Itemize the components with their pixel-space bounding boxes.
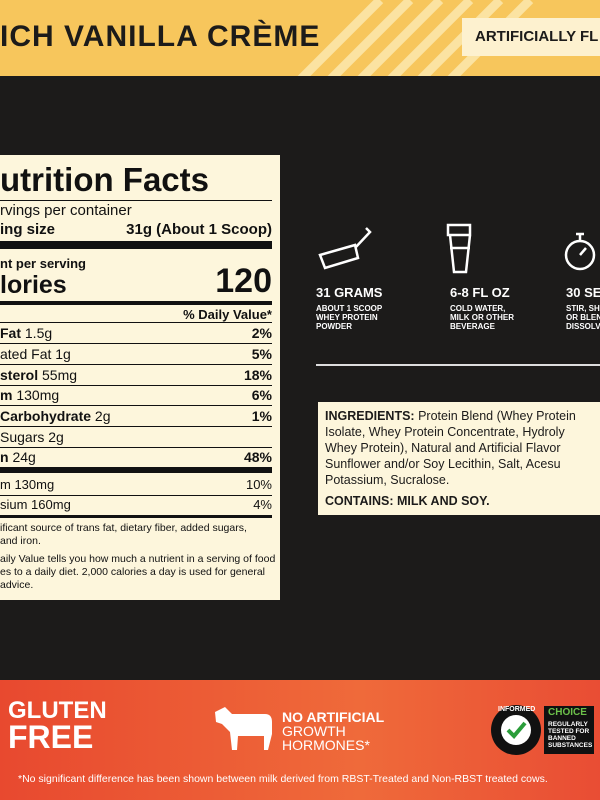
rule — [0, 241, 272, 249]
rule — [0, 385, 272, 386]
rule — [0, 447, 272, 448]
rule — [0, 405, 272, 406]
amount: 24g — [12, 449, 36, 465]
footnote-line: and iron. — [0, 535, 41, 547]
step-title: 31 GRAMS — [316, 285, 383, 300]
ingredients-line: INGREDIENTS: Protein Blend (Whey Protein — [325, 409, 576, 423]
rule — [0, 322, 272, 323]
nutrient: sium 160mg — [0, 497, 71, 512]
daily-value: 48% — [243, 449, 272, 465]
nutrient-name: Carbohydrate 2g — [0, 408, 111, 424]
rule — [0, 200, 272, 201]
step-title: 30 SE — [566, 285, 600, 300]
daily-value: 4% — [253, 497, 272, 512]
rule — [0, 426, 272, 427]
divider — [316, 364, 600, 366]
ingredients-line: Isolate, Whey Protein Concentrate, Hydro… — [325, 425, 565, 439]
ingredients-line: Potassium, Sucralose. — [325, 473, 450, 487]
step-text: COLD WATER, MILK OR OTHER BEVERAGE — [450, 304, 514, 331]
footnote-line: es to a daily diet. 2,000 calories a day… — [0, 566, 265, 578]
daily-value: 6% — [251, 387, 272, 403]
rule — [0, 495, 272, 496]
nutrient: n — [0, 449, 9, 465]
rule — [0, 301, 272, 305]
step-text: ABOUT 1 SCOOP WHEY PROTEIN POWDER — [316, 304, 383, 331]
daily-value: 10% — [245, 477, 272, 492]
amount: 130mg — [16, 387, 60, 403]
cow-icon — [215, 707, 272, 750]
daily-value: 5% — [251, 346, 272, 362]
choice-box — [544, 706, 594, 754]
choice: CHOICE — [548, 707, 587, 718]
step-title: 6-8 FL OZ — [450, 285, 510, 300]
daily-value: 2% — [251, 325, 272, 341]
daily-value: 18% — [243, 367, 272, 383]
ingredients-box — [318, 402, 600, 515]
nutrient-name: Fat 1.5g — [0, 325, 52, 341]
nutrient: m — [0, 387, 13, 403]
footnote-1: ificant source of trans fat, dietary fib… — [0, 522, 247, 548]
amount: 2g — [94, 408, 111, 424]
footnote-line: ificant source of trans fat, dietary fib… — [0, 522, 247, 534]
ingredients-line: Whey Protein), Natural and Artificial Fl… — [325, 441, 561, 455]
nutrient: Carbohydrate — [0, 408, 92, 424]
step-text: STIR, SH OR BLEN DISSOLV — [566, 304, 600, 331]
gluten-free: GLUTEN FREE — [8, 697, 107, 755]
footnote-line: advice. — [0, 579, 34, 591]
rule — [0, 364, 272, 365]
daily-value: 1% — [251, 408, 272, 424]
nutrient: Sugars 2g — [0, 429, 64, 445]
nutrient-name: sterol 55mg — [0, 367, 77, 383]
footnote-2: aily Value tells you how much a nutrient… — [0, 553, 275, 592]
amount: 1.5g — [24, 325, 53, 341]
nutrient-name: sium 160mg — [0, 497, 71, 512]
amount-per-serving: nt per serving — [0, 256, 86, 271]
no-hormones: NO ARTIFICIAL GROWTH HORMONES* — [282, 709, 385, 753]
amount: 55mg — [42, 367, 78, 383]
serving-size-label: ing size — [0, 221, 56, 238]
footnote: *No significant difference has been show… — [18, 773, 548, 785]
calories-label: lories — [0, 271, 67, 299]
nutrient: Fat — [0, 325, 21, 341]
informed-badge — [491, 705, 541, 755]
nf-title: utrition Facts — [0, 161, 210, 198]
top-band: ICH VANILLA CRÈME ARTIFICIALLY FL — [0, 0, 600, 76]
nutrient: m 130mg — [0, 477, 55, 492]
serving-size: 31g (About 1 Scoop) — [126, 221, 272, 238]
nutrient: sterol — [0, 367, 39, 383]
rule — [0, 467, 272, 473]
icons — [318, 223, 596, 274]
daily-value-header: % Daily Value* — [183, 307, 272, 322]
nutrient-name: Sugars 2g — [0, 429, 64, 445]
label-box — [462, 18, 600, 56]
nutrient-name: ated Fat 1g — [0, 346, 71, 362]
nutrient-name: m 130mg — [0, 387, 59, 403]
servings: rvings per container — [0, 202, 132, 219]
nutrient-name: n 24g — [0, 449, 36, 465]
flavor-name: ICH VANILLA CRÈME — [0, 20, 321, 53]
flavor-note: ARTIFICIALLY FL — [475, 28, 599, 45]
nutrient: ated Fat 1g — [0, 346, 71, 362]
informed: INFORMED — [498, 706, 536, 713]
rule — [0, 515, 272, 518]
rule — [0, 343, 272, 344]
footnote-line: aily Value tells you how much a nutrient… — [0, 553, 276, 565]
nutrient-name: m 130mg — [0, 477, 54, 492]
calories: 120 — [215, 262, 272, 300]
contains: CONTAINS: MILK AND SOY. — [325, 494, 490, 508]
choice-text: REGULARLY TESTED FOR BANNED SUBSTANCES — [548, 721, 593, 749]
ingredients-line: Sunflower and/or Soy Lecithin, Salt, Ace… — [325, 457, 561, 471]
nutrition-panel: utrition Facts rvings per container ing … — [0, 155, 280, 600]
